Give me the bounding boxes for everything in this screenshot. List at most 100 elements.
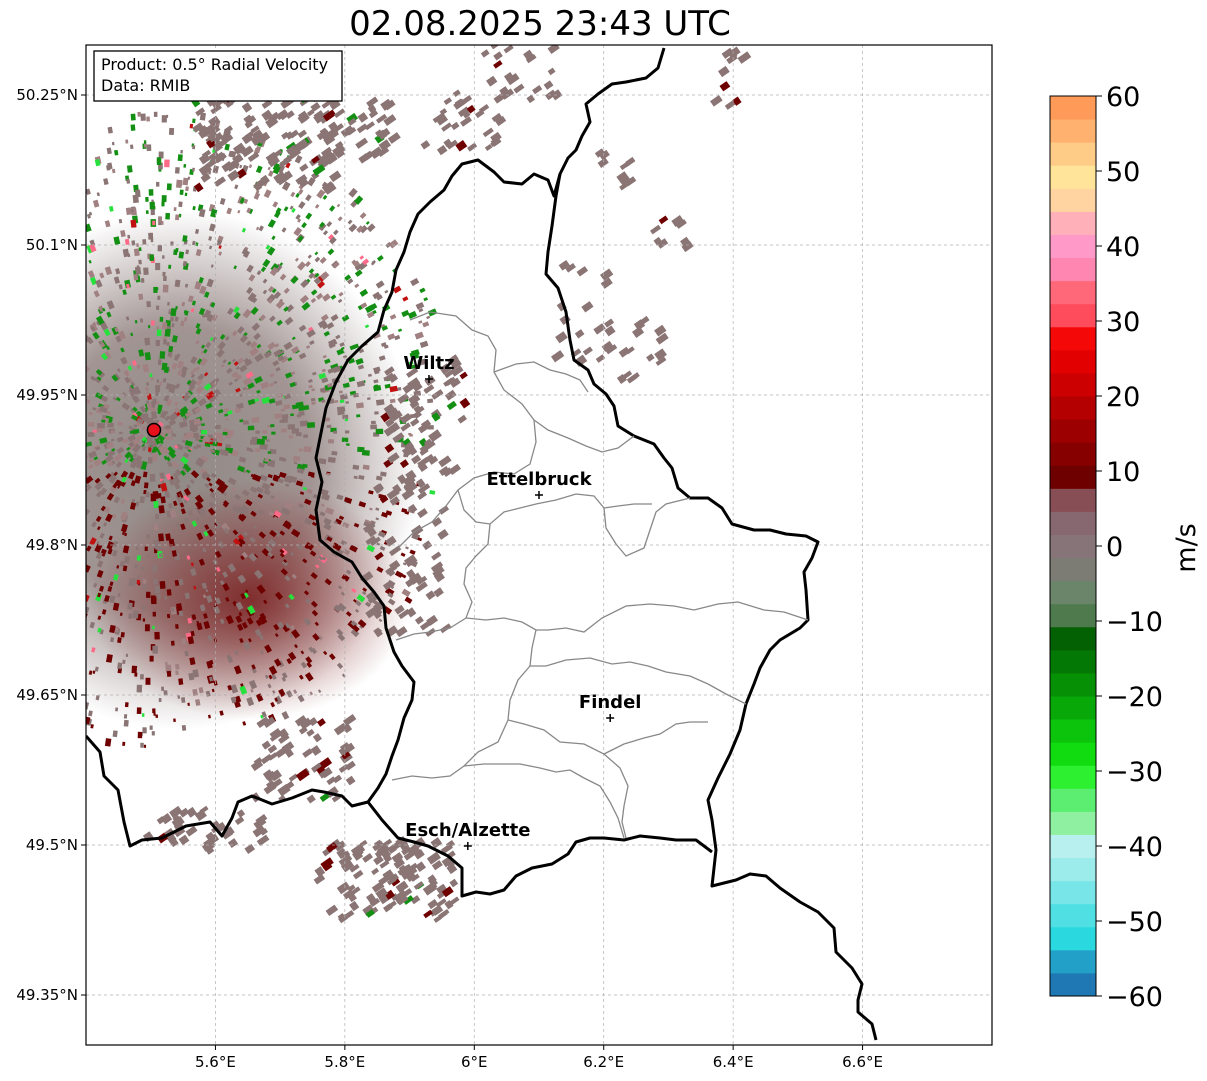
echo-pixel [101,419,106,423]
echo-pixel [262,716,276,729]
echo-pixel [179,409,189,418]
echo-pixel [190,373,196,379]
echo-pixel [375,517,380,521]
echo-pixel [226,207,233,215]
echo-pixel [120,470,129,479]
echo-pixel [162,322,168,330]
echo-pixel [338,515,345,521]
echo-pixel [189,479,195,485]
echo-pixel [321,323,329,330]
echo-pixel [180,469,187,477]
echo-pixel [142,471,148,478]
echo-pixel [210,301,216,308]
echo-pixel [224,125,234,134]
echo-pixel [206,313,214,323]
echo-pixel [242,420,250,425]
echo-pixel [177,695,181,699]
echo-pixel [267,425,271,428]
echo-pixel [198,558,206,566]
echo-pixel [256,716,270,729]
echo-pixel [105,345,111,351]
echo-pixel [195,366,200,371]
echo-pixel [176,443,184,451]
echo-pixel [547,67,556,76]
echo-pixel [337,585,343,590]
echo-pixel [267,540,273,546]
echo-pixel [273,291,282,299]
echo-pixel [280,349,285,355]
echo-pixel [195,248,202,257]
echo-pixel [594,148,606,158]
echo-pixel [146,436,154,445]
echo-pixel [290,552,295,556]
echo-pixel [187,635,195,645]
echo-pixel [279,530,286,536]
echo-pixel [336,494,344,501]
echo-pixel [414,331,424,340]
echo-pixel [298,177,309,188]
echo-pixel [310,745,322,756]
echo-pixel [406,607,417,618]
echo-pixel [309,340,315,346]
echo-pixel [427,398,434,404]
echo-pixel [274,633,279,638]
echo-pixel [126,178,131,184]
echo-pixel [327,368,335,374]
echo-pixel [186,806,198,818]
echo-pixel [254,447,261,453]
colorbar-segment [1050,511,1096,535]
echo-pixel [283,404,291,410]
echo-pixel [198,163,213,177]
echo-pixel [258,509,264,515]
echo-pixel [248,164,253,169]
echo-pixel [323,523,332,531]
echo-pixel [275,747,287,759]
echo-pixel [308,268,315,274]
echo-pixel [203,382,212,391]
echo-pixel [165,533,172,541]
echo-pixel [160,496,166,504]
echo-pixel [304,672,314,682]
echo-pixel [242,250,250,259]
echo-pixel [127,377,133,383]
echo-pixel [138,293,144,301]
echo-pixel [150,209,155,216]
lon-tick-label: 6°E [461,1053,488,1071]
echo-pixel [95,490,103,498]
echo-pixel [157,245,163,252]
echo-pixel [299,294,309,304]
echo-pixel [257,493,264,499]
echo-pixel [358,474,365,480]
echo-pixel [362,587,368,592]
echo-pixel [292,455,301,462]
colorbar-segment [1050,719,1096,743]
echo-pixel [283,341,293,351]
echo-pixel [123,369,130,377]
echo-pixel [327,127,340,140]
echo-pixel [295,174,308,185]
colorbar-segment [1050,672,1096,697]
echo-pixel [220,482,229,490]
echo-pixel [295,192,300,198]
echo-pixel [237,465,246,473]
echo-pixel [283,559,288,564]
echo-pixel [92,199,100,208]
echo-pixel [333,108,346,118]
echo-pixel [218,541,225,549]
echo-pixel [167,351,173,357]
echo-pixel [206,278,214,288]
echo-pixel [287,146,302,159]
echo-pixel [348,893,357,903]
echo-pixel [457,106,470,118]
echo-pixel [551,350,565,363]
echo-pixel [339,399,345,404]
echo-pixel [86,334,91,343]
echo-pixel [111,141,115,146]
echo-pixel [137,111,142,117]
echo-pixel [391,852,403,863]
echo-pixel [107,585,113,592]
echo-pixel [180,523,186,531]
echo-pixel [227,684,232,691]
echo-pixel [322,230,329,236]
echo-pixel [238,515,246,522]
